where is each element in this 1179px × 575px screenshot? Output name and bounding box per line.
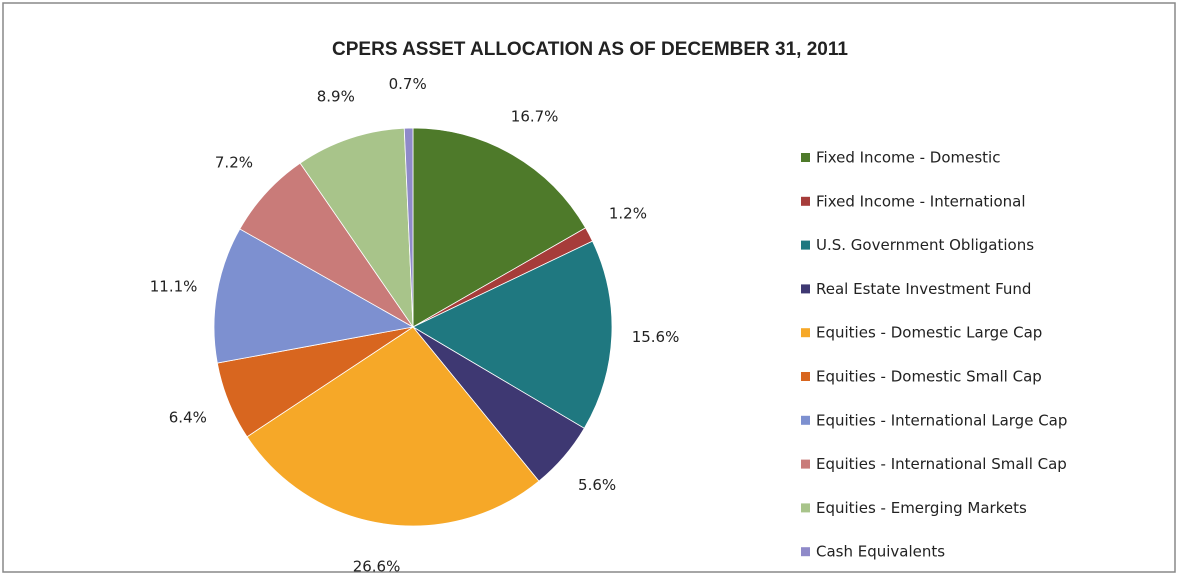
pie-slice bbox=[412, 240, 613, 429]
data-label: 6.4% bbox=[169, 408, 207, 426]
data-label: 7.2% bbox=[215, 154, 253, 172]
pie-slice bbox=[213, 228, 415, 364]
data-label: 0.7% bbox=[389, 75, 427, 93]
legend-label: Real Estate Investment Fund bbox=[816, 280, 1031, 298]
legend-label: Equities - Emerging Markets bbox=[816, 499, 1027, 517]
data-label: 15.6% bbox=[632, 328, 680, 346]
legend-swatch bbox=[801, 240, 810, 250]
legend-label: Cash Equivalents bbox=[816, 543, 945, 561]
chart-title: CPERS ASSET ALLOCATION AS OF DECEMBER 31… bbox=[332, 39, 848, 60]
legend-swatch bbox=[801, 372, 810, 381]
legend-label: Equities - International Small Cap bbox=[816, 455, 1067, 473]
pie-slice bbox=[412, 127, 587, 328]
data-label: 8.9% bbox=[317, 87, 355, 105]
data-label: 11.1% bbox=[150, 277, 198, 295]
legend-swatch bbox=[801, 284, 810, 294]
pie-slice bbox=[299, 127, 414, 329]
legend-swatch bbox=[801, 196, 810, 206]
legend-label: U.S. Government Obligations bbox=[816, 236, 1034, 254]
data-label: 5.6% bbox=[578, 476, 616, 494]
legend-swatch bbox=[801, 328, 810, 338]
legend-swatch bbox=[801, 153, 810, 162]
legend-label: Equities - Domestic Small Cap bbox=[816, 368, 1042, 386]
legend-swatch bbox=[801, 547, 810, 557]
data-label: 1.2% bbox=[609, 205, 647, 223]
data-label: 26.6% bbox=[353, 558, 401, 575]
legend-label: Fixed Income - Domestic bbox=[816, 149, 1000, 167]
legend-swatch bbox=[801, 503, 810, 513]
data-label: 16.7% bbox=[511, 107, 559, 125]
legend-swatch bbox=[801, 415, 810, 425]
legend-label: Equities - Domestic Large Cap bbox=[816, 324, 1042, 342]
pie-slice bbox=[403, 127, 414, 328]
pie-slice bbox=[246, 326, 540, 527]
legend-label: Equities - International Large Cap bbox=[816, 411, 1067, 429]
legend-label: Fixed Income - International bbox=[816, 192, 1026, 210]
legend-swatch bbox=[801, 459, 810, 469]
